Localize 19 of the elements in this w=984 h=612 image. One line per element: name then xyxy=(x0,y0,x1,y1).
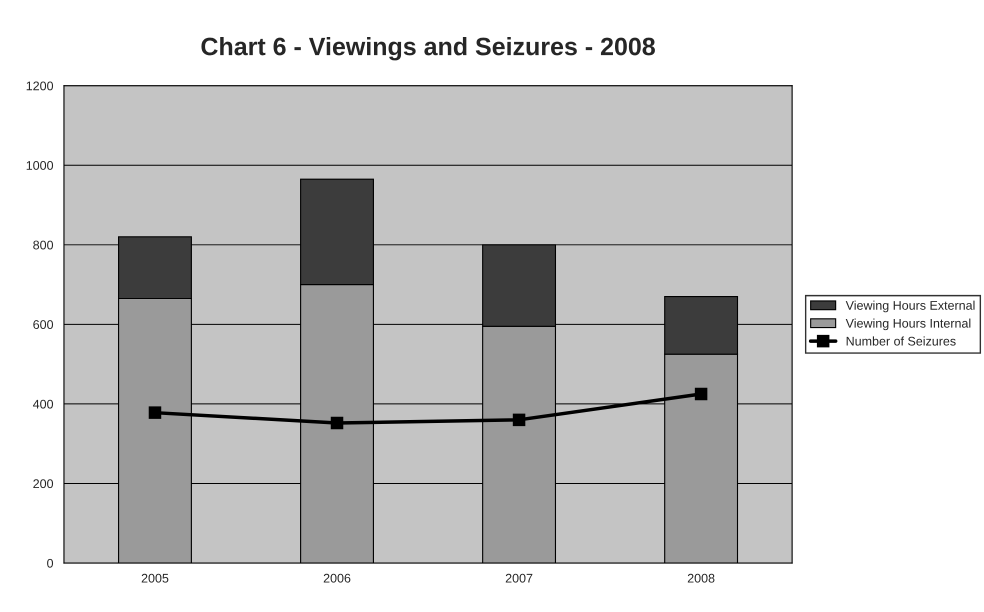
chart-title: Chart 6 - Viewings and Seizures - 2008 xyxy=(201,37,655,60)
x-tick-label: 2006 xyxy=(324,574,350,583)
legend-label: Viewing Hours External xyxy=(846,300,975,312)
y-tick-label: 200 xyxy=(33,479,54,488)
point xyxy=(694,388,708,400)
legend-label: Number of Seizures xyxy=(846,336,956,346)
x-tick-label: 2005 xyxy=(142,574,168,583)
y-tick-label: 600 xyxy=(33,320,54,330)
y-tick-label: 1200 xyxy=(26,81,54,90)
y-tick-label: 1000 xyxy=(26,161,54,170)
x-tick-label: 2008 xyxy=(688,574,714,583)
y-tick-label: 0 xyxy=(47,558,54,568)
y-tick-label: 800 xyxy=(33,240,54,250)
point xyxy=(512,414,526,426)
legend-label: Viewing Hours Internal xyxy=(846,318,970,330)
point xyxy=(148,406,162,419)
y-tick-label: 400 xyxy=(32,400,54,409)
point xyxy=(330,416,344,430)
x-tick-label: 2007 xyxy=(506,574,532,583)
